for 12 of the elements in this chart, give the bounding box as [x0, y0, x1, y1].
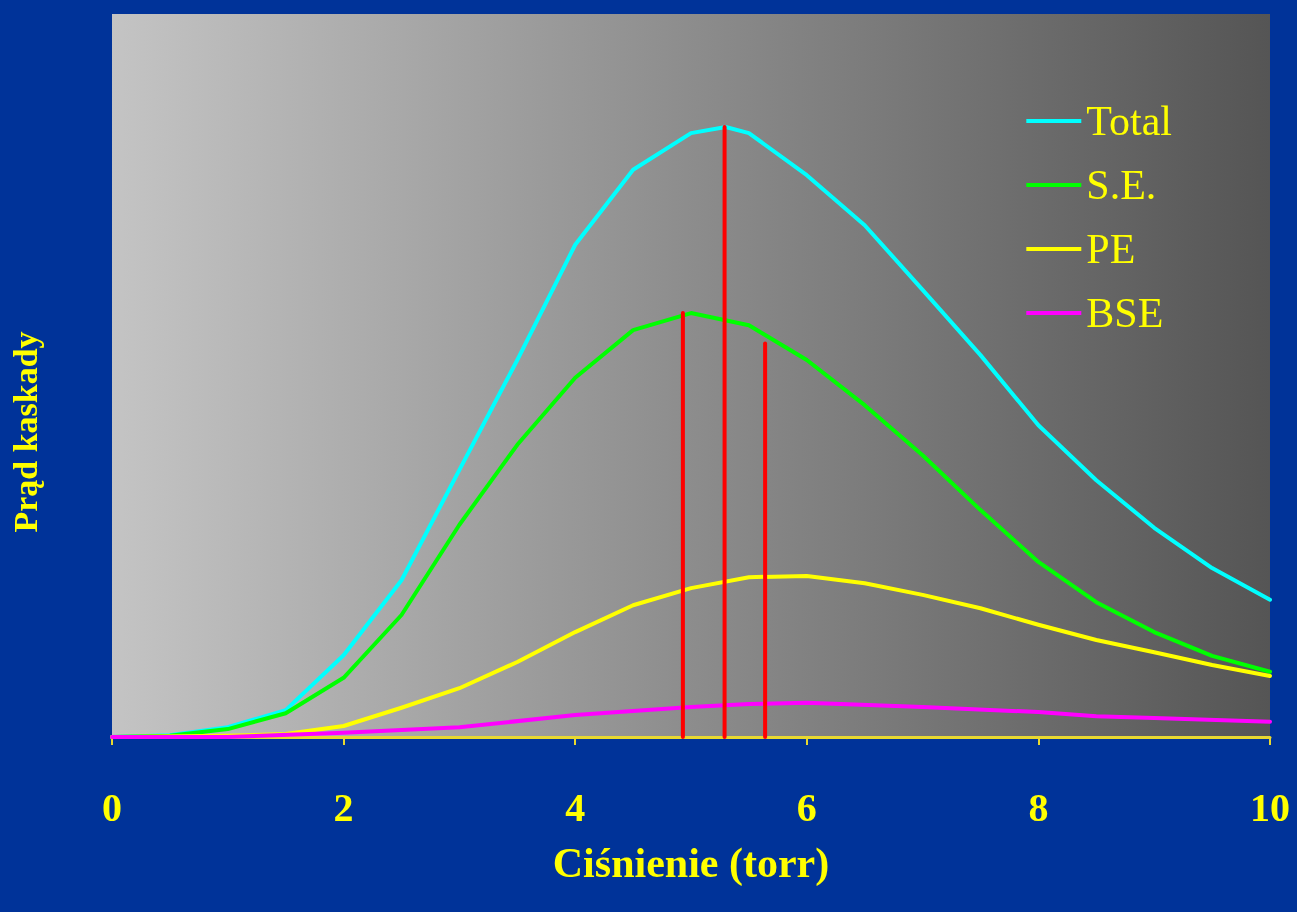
y-axis-title: Prąd kaskady: [6, 331, 44, 533]
x-tick-label: 2: [333, 784, 354, 830]
legend-label: Total: [1086, 98, 1172, 144]
x-tick-label: 4: [565, 784, 586, 830]
x-tick-label: 10: [1250, 784, 1290, 830]
x-tick-label: 0: [102, 784, 122, 830]
legend-label: S.E.: [1086, 162, 1157, 208]
x-tick-label: 6: [796, 784, 817, 830]
legend-label: BSE: [1086, 290, 1164, 336]
x-tick-label: 8: [1028, 784, 1049, 830]
x-axis-title: Ciśnienie (torr): [552, 840, 830, 887]
legend-label: PE: [1086, 226, 1136, 272]
